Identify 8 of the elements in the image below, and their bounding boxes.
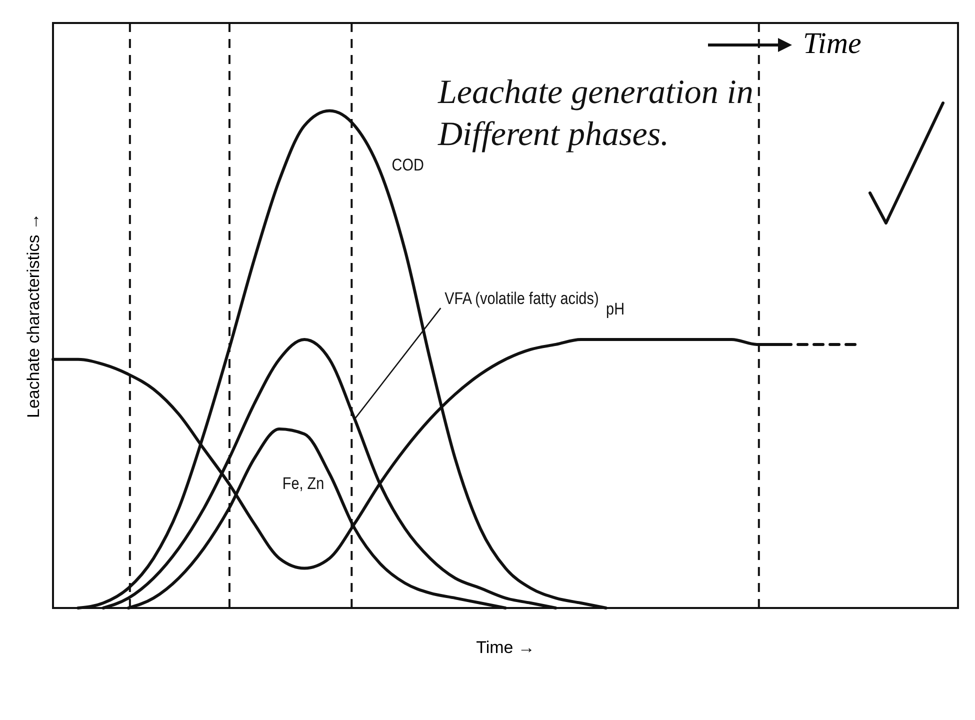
series-label: Fe, Zn [282,474,324,494]
annotation: Leachate generation in Different phases. [437,74,754,153]
y-axis-title: Leachate characteristics → [24,212,43,418]
x-axis-title: Time → [476,638,535,657]
text: Time [803,27,862,60]
text: VFA (volatile fatty acids) [444,290,599,308]
series-label: COD [392,156,424,175]
series-label: pH [606,300,625,319]
